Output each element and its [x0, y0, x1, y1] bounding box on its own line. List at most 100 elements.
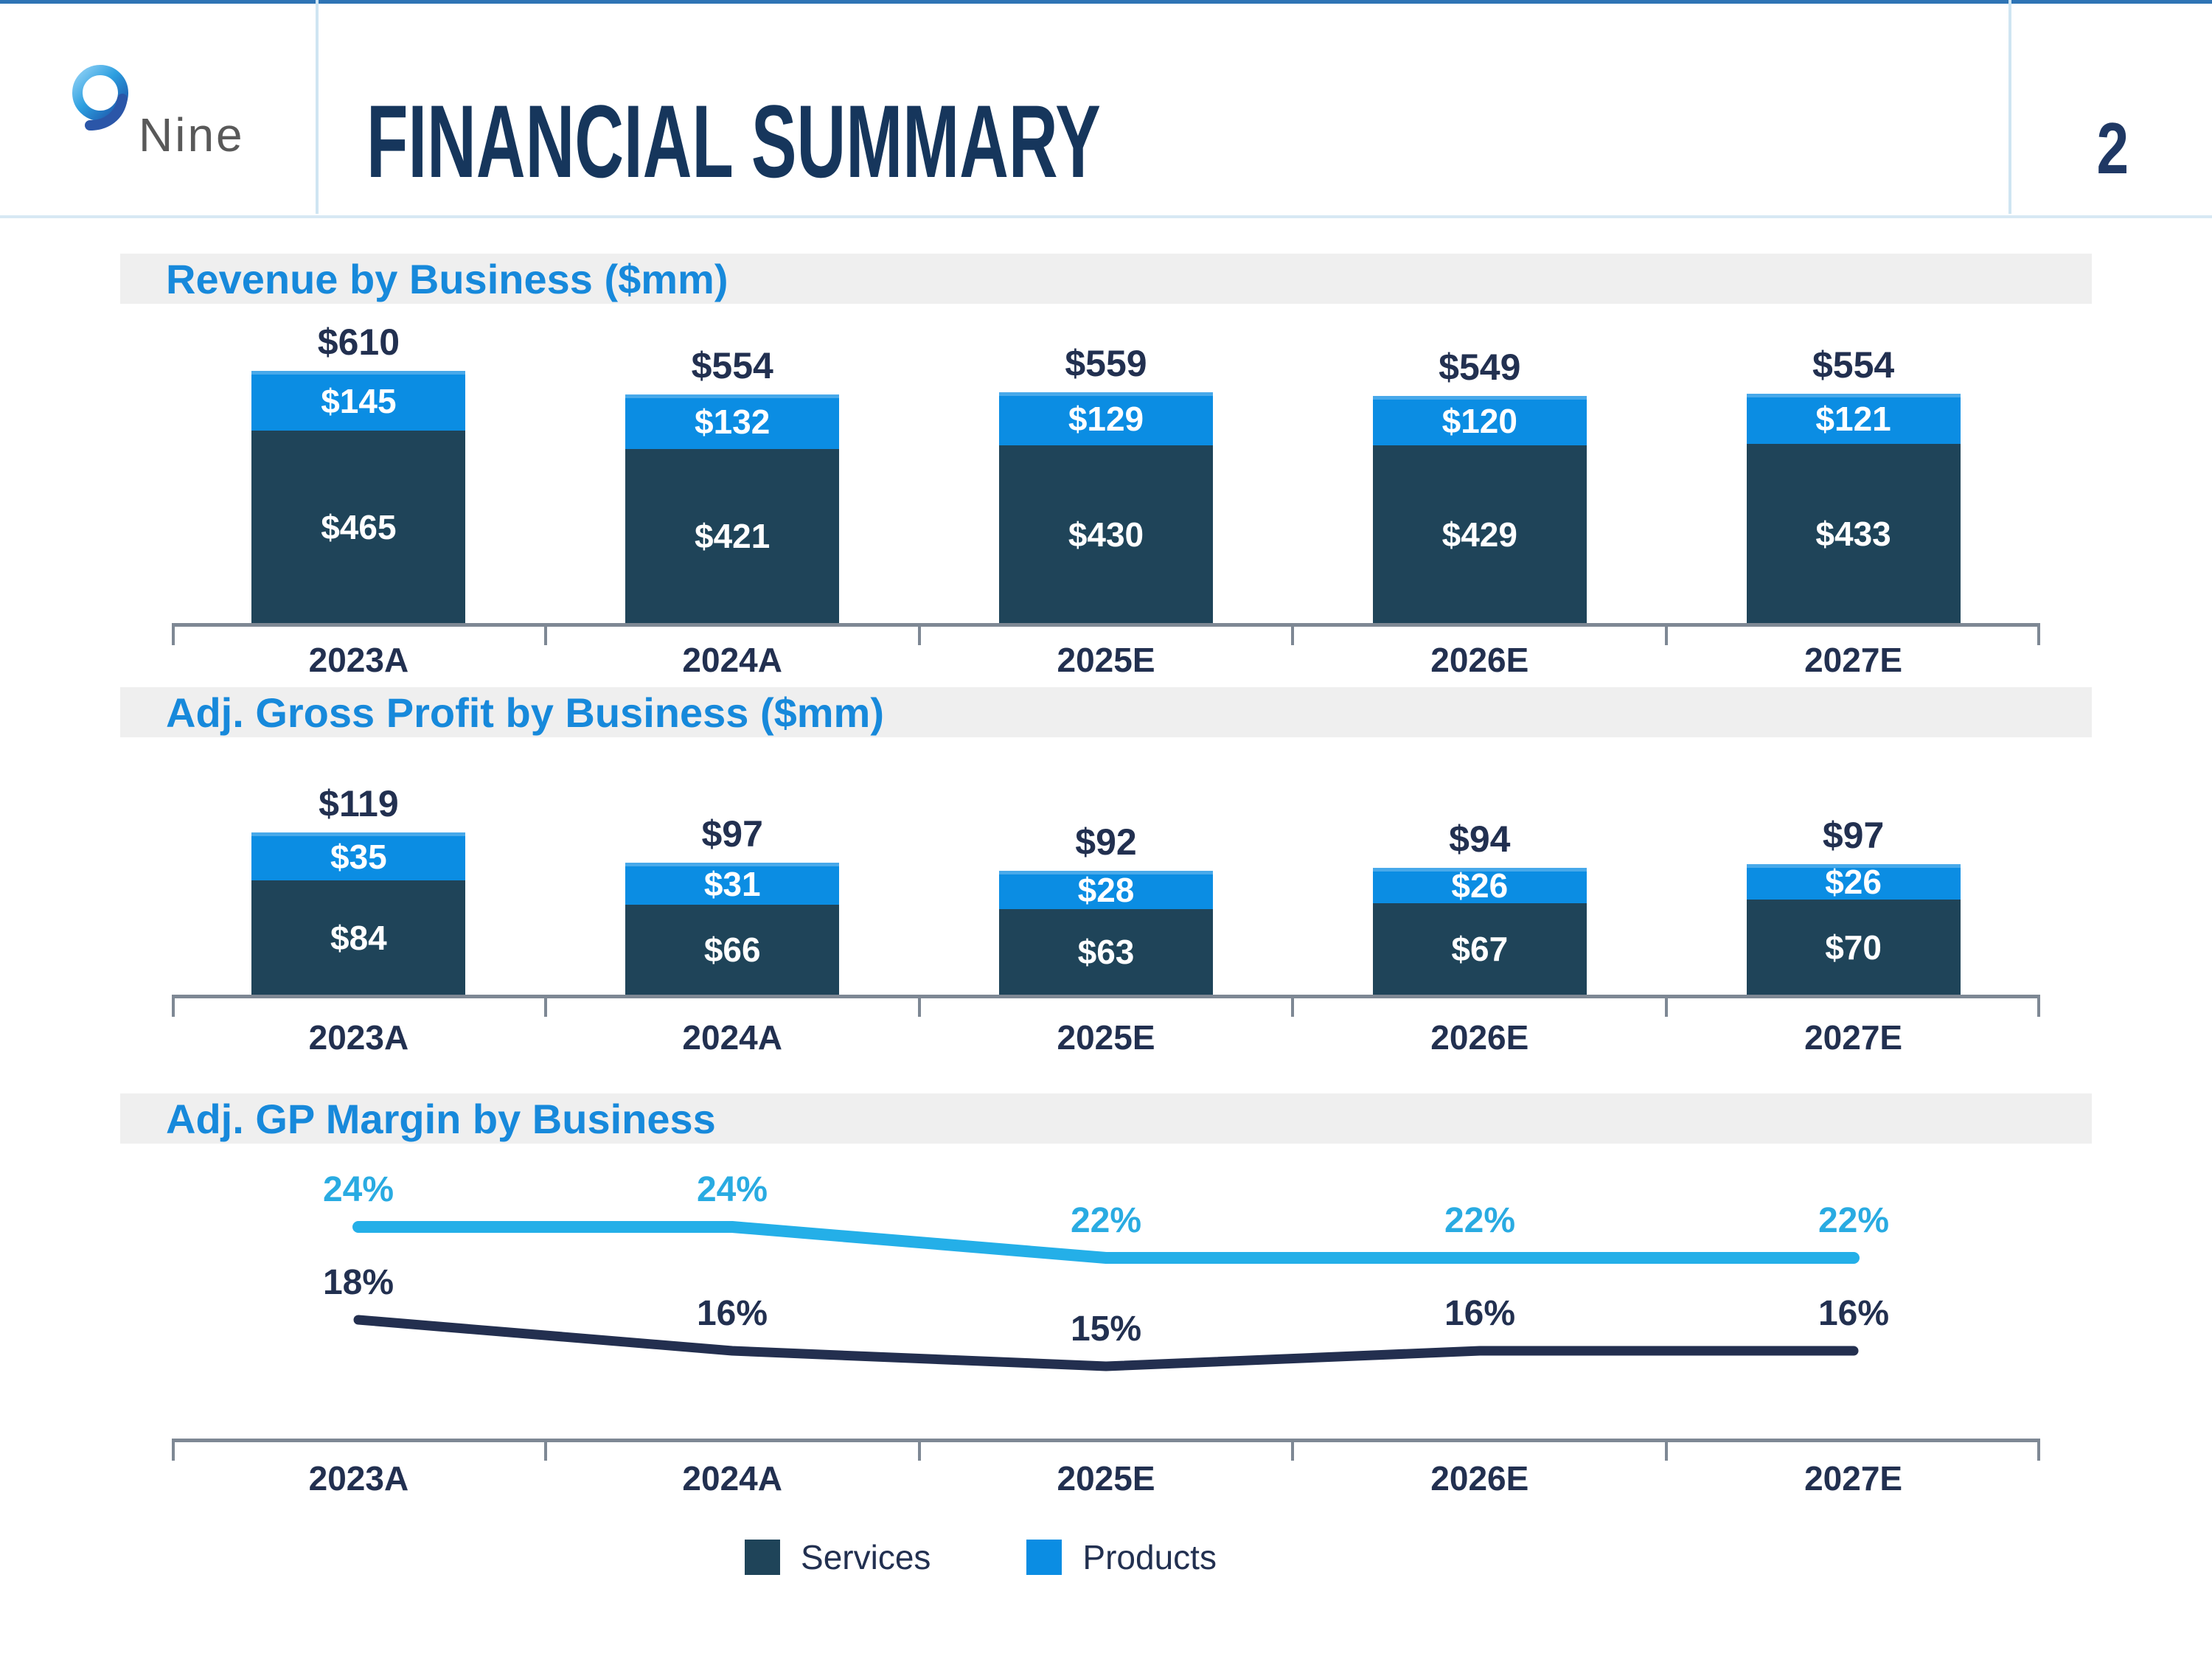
services-line — [353, 1315, 1859, 1371]
axis-tick — [1665, 1439, 1669, 1461]
legend-label: Services — [801, 1538, 931, 1576]
bar-stack: $26 $70 — [1746, 863, 1961, 995]
services-segment: $84 — [251, 880, 466, 995]
chart-legend: Services Products — [0, 1537, 1966, 1577]
services-segment: $70 — [1746, 900, 1961, 995]
logo-wordmark: Nine — [139, 108, 245, 161]
bar-stack: $31 $66 — [625, 863, 840, 995]
section-banner-gp-margin: Adj. GP Margin by Business — [120, 1093, 2092, 1144]
section-title-gp-margin: Adj. GP Margin by Business — [166, 1095, 716, 1142]
x-axis-label: 2025E — [1057, 1459, 1155, 1498]
bar-group: $554 $121 $433 — [1666, 317, 2040, 623]
data-point-label: 22% — [1070, 1201, 1142, 1240]
x-axis-label: 2027E — [1804, 641, 1903, 679]
products-segment: $31 — [625, 863, 840, 905]
data-point-label: 15% — [1070, 1310, 1142, 1349]
axis-tick — [1291, 995, 1295, 1017]
axis-tick — [917, 995, 921, 1017]
gp-margin-lines — [352, 1221, 1860, 1371]
bar-stack: $26 $67 — [1372, 866, 1587, 995]
axis-tick — [2037, 1439, 2040, 1461]
products-segment: $35 — [251, 832, 466, 880]
gp-margin-x-axis — [172, 1439, 2040, 1461]
bar-group: $94 $26 $67 — [1293, 745, 1666, 995]
bar-group: $92 $28 $63 — [919, 745, 1293, 995]
nine-logo-icon — [72, 65, 128, 131]
bar-total-label: $94 — [1449, 818, 1511, 860]
services-segment: $433 — [1746, 444, 1961, 623]
axis-tick — [2037, 995, 2040, 1017]
bar-total-label: $97 — [1822, 815, 1885, 856]
products-segment: $145 — [251, 371, 466, 431]
services-segment: $429 — [1372, 445, 1587, 623]
x-axis-label: 2026E — [1430, 641, 1529, 679]
services-segment: $67 — [1372, 903, 1587, 995]
bar-group: $119 $35 $84 — [172, 745, 546, 995]
axis-tick — [1665, 995, 1669, 1017]
legend-item: Services — [745, 1537, 931, 1577]
x-axis-label: 2026E — [1430, 1018, 1529, 1057]
page-number: 2 — [2096, 108, 2129, 189]
bar-group: $610 $145 $465 — [172, 317, 546, 623]
section-banner-gross-profit: Adj. Gross Profit by Business ($mm) — [120, 687, 2092, 737]
data-point-label: 18% — [322, 1263, 394, 1302]
top-border-line — [0, 0, 2212, 4]
bar-stack: $120 $429 — [1372, 396, 1587, 623]
bar-group: $559 $129 $430 — [919, 317, 1293, 623]
gross-profit-bar-chart: $119 $35 $84 $97 $31 $66 $92 $28 $63 $94 $26 $67 $97… — [172, 745, 2040, 995]
bar-total-label: $554 — [691, 345, 773, 386]
x-axis-label: 2026E — [1430, 1459, 1529, 1498]
axis-tick — [917, 623, 921, 645]
x-axis-label: 2024A — [682, 1459, 782, 1498]
bar-stack: $28 $63 — [998, 871, 1213, 995]
axis-tick — [543, 1439, 547, 1461]
products-segment: $121 — [1746, 394, 1961, 444]
data-point-label: 16% — [1818, 1294, 1890, 1333]
header-divider-right — [2008, 0, 2011, 214]
axis-tick — [172, 995, 175, 1017]
services-segment: $465 — [251, 431, 466, 623]
bar-total-label: $554 — [1812, 344, 1895, 386]
x-axis-label: 2024A — [682, 1018, 782, 1057]
axis-tick — [543, 623, 547, 645]
bar-group: $554 $132 $421 — [546, 317, 919, 623]
x-axis-label: 2027E — [1804, 1018, 1903, 1057]
bar-stack: $35 $84 — [251, 832, 466, 995]
x-axis-label: 2023A — [308, 1018, 409, 1057]
x-axis-label: 2023A — [308, 641, 409, 679]
axis-tick — [917, 1439, 921, 1461]
services-segment: $66 — [625, 905, 840, 995]
bar-total-label: $119 — [319, 783, 399, 824]
products-line — [352, 1221, 1860, 1264]
products-segment: $132 — [625, 394, 840, 449]
revenue-x-axis — [172, 623, 2040, 645]
legend-label: Products — [1082, 1538, 1217, 1576]
gross-profit-x-axis — [172, 995, 2040, 1017]
x-axis-label: 2023A — [308, 1459, 409, 1498]
legend-item: Products — [1026, 1537, 1217, 1577]
products-segment: $28 — [998, 871, 1213, 909]
data-point-label: 24% — [322, 1170, 394, 1209]
legend-swatch — [745, 1540, 781, 1575]
bar-total-label: $92 — [1075, 821, 1137, 863]
products-segment: $129 — [998, 392, 1213, 445]
section-title-gross-profit: Adj. Gross Profit by Business ($mm) — [166, 689, 884, 736]
nine-logo — [65, 60, 139, 142]
x-axis-label: 2027E — [1804, 1459, 1903, 1498]
bar-group: $97 $26 $70 — [1666, 745, 2040, 995]
page-title-text: FINANCIAL SUMMARY — [366, 83, 1101, 199]
bar-total-label: $97 — [701, 813, 763, 855]
services-segment: $421 — [625, 449, 840, 623]
bar-stack: $121 $433 — [1746, 394, 1961, 623]
products-segment: $26 — [1746, 863, 1961, 901]
page-title: FINANCIAL SUMMARY — [366, 90, 1479, 193]
bar-total-label: $549 — [1439, 347, 1521, 388]
revenue-bar-chart: $610 $145 $465 $554 $132 $421 $559 $129 $430 $549… — [172, 317, 2040, 623]
products-segment: $26 — [1372, 866, 1587, 905]
axis-tick — [1291, 623, 1295, 645]
data-point-label: 22% — [1444, 1201, 1516, 1240]
axis-tick — [172, 623, 175, 645]
axis-tick — [1665, 623, 1669, 645]
bar-stack: $145 $465 — [251, 371, 466, 623]
